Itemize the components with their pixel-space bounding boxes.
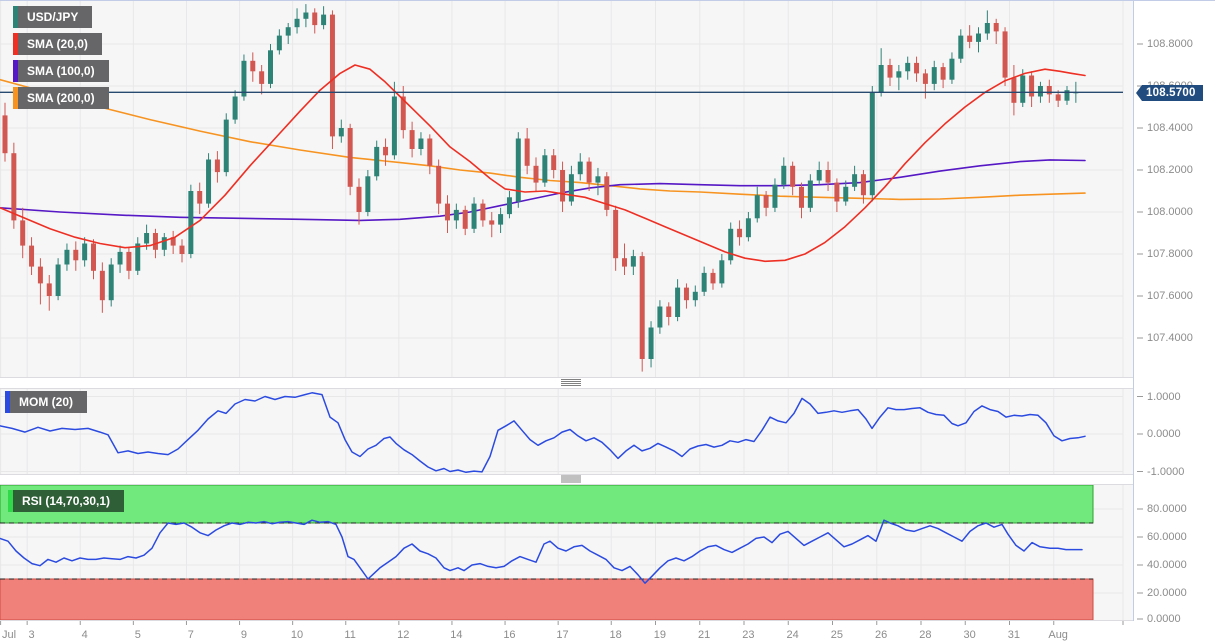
x-axis-label: 16	[503, 629, 516, 641]
symbol-label: USD/JPY	[18, 6, 93, 28]
x-axis-label: 18	[609, 629, 622, 641]
x-axis-label: 12	[397, 629, 410, 641]
x-axis-label: 10	[290, 629, 304, 641]
y-axis-label: 1.0000	[1147, 390, 1181, 403]
current-price-badge: 108.5700	[1136, 85, 1203, 101]
x-axis-label: 9	[240, 629, 247, 641]
x-axis-label: 28	[919, 629, 932, 641]
x-axis-label: 23	[742, 629, 755, 641]
y-axis-label: 40.0000	[1147, 559, 1187, 571]
x-axis-label: 19	[653, 629, 667, 641]
x-axis-label: 11	[344, 629, 356, 641]
price-badge-arrow-icon	[1136, 85, 1142, 101]
symbol-marker	[13, 6, 18, 28]
legend-rsi-badge[interactable]: RSI (14,70,30,1)	[8, 490, 125, 512]
y-axis-label: 0.0000	[1147, 428, 1181, 440]
x-axis-label: 30	[963, 629, 976, 641]
sma100-marker	[13, 60, 18, 82]
sma20-marker	[13, 33, 18, 55]
mom-label: MOM (20)	[10, 391, 87, 413]
x-axis-label: 7	[187, 629, 194, 641]
y-axis-label: 107.4000	[1147, 332, 1193, 344]
y-axis-label: 108.8000	[1147, 38, 1193, 50]
current-price-value: 108.5700	[1142, 85, 1203, 101]
y-axis-label: -1.0000	[1147, 465, 1185, 478]
legend-sma100-badge[interactable]: SMA (100,0)	[13, 60, 109, 82]
sma200-marker	[13, 87, 18, 109]
x-axis-label: 3	[28, 629, 35, 641]
y-axis-label: 108.4000	[1147, 122, 1193, 134]
y-axis-label: 80.0000	[1147, 503, 1187, 515]
x-axis-label: 25	[830, 629, 844, 641]
x-axis-label: 5	[134, 629, 141, 641]
sma20-label: SMA (20,0)	[18, 33, 102, 55]
x-axis-label: Aug	[1048, 629, 1068, 641]
y-axis-label: 20.0000	[1147, 587, 1187, 599]
y-axis-label: 60.0000	[1147, 531, 1187, 543]
rsi-label: RSI (14,70,30,1)	[13, 490, 125, 512]
legend-mom-badge[interactable]: MOM (20)	[5, 391, 87, 413]
legend-sma20-badge[interactable]: SMA (20,0)	[13, 33, 102, 55]
sma100-label: SMA (100,0)	[18, 60, 109, 82]
rsi-marker	[8, 490, 13, 512]
y-axis-label: 108.0000	[1147, 206, 1193, 218]
x-axis-label: 17	[556, 629, 569, 641]
x-axis-label: 31	[1007, 629, 1021, 641]
y-axis-label: 108.2000	[1147, 164, 1193, 176]
y-axis-label: 0.0000	[1147, 613, 1181, 625]
x-axis-label: 21	[698, 629, 711, 641]
y-axis-label: 107.6000	[1147, 290, 1193, 302]
x-axis-label: 14	[450, 629, 463, 641]
sma200-label: SMA (200,0)	[18, 87, 109, 109]
x-axis-label: 24	[786, 629, 799, 641]
x-axis-label: 26	[875, 629, 888, 641]
mom-marker	[5, 391, 10, 413]
legend-symbol-badge[interactable]: USD/JPY	[13, 6, 93, 28]
x-axis-label: 4	[81, 629, 88, 641]
y-axis-label: 107.8000	[1147, 248, 1193, 260]
legend-sma200-badge[interactable]: SMA (200,0)	[13, 87, 109, 109]
x-axis-label: Jul	[2, 629, 17, 641]
